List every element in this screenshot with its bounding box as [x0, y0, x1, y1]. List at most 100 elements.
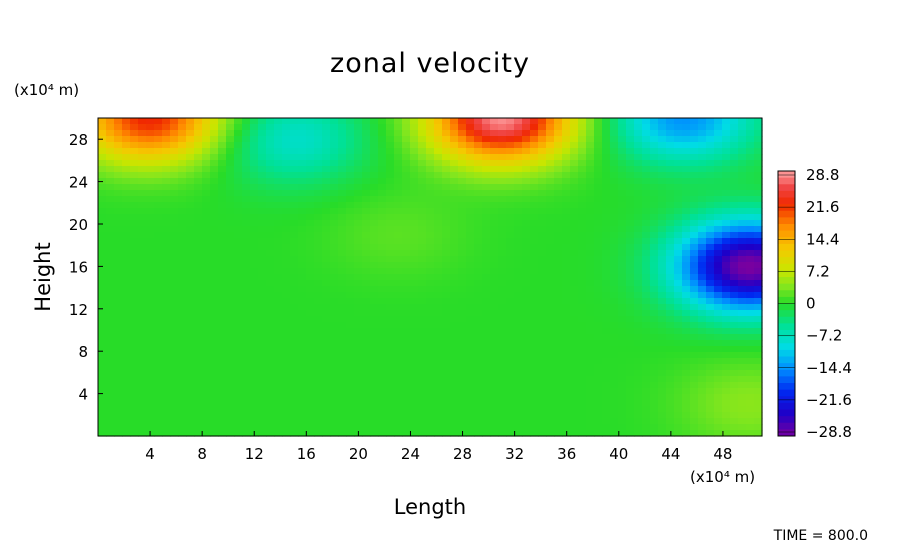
heatmap-cell	[370, 136, 379, 143]
heatmap-cell	[442, 262, 451, 269]
heatmap-cell	[314, 340, 323, 347]
heatmap-cell	[178, 292, 187, 299]
heatmap-cell	[106, 358, 115, 365]
heatmap-cell	[314, 358, 323, 365]
heatmap-cell	[610, 310, 619, 317]
heatmap-cell	[618, 400, 627, 407]
heatmap-cell	[370, 358, 379, 365]
heatmap-cell	[186, 364, 195, 371]
heatmap-cell	[370, 424, 379, 431]
heatmap-cell	[338, 280, 347, 287]
heatmap-cell	[602, 304, 611, 311]
heatmap-cell	[290, 166, 299, 173]
heatmap-cell	[610, 238, 619, 245]
heatmap-cell	[194, 166, 203, 173]
heatmap-cell	[674, 190, 683, 197]
heatmap-cell	[146, 364, 155, 371]
heatmap-cell	[546, 232, 555, 239]
heatmap-cell	[690, 346, 699, 353]
heatmap-cell	[186, 400, 195, 407]
heatmap-cell	[130, 238, 139, 245]
heatmap-cell	[202, 268, 211, 275]
heatmap-cell	[642, 430, 651, 437]
heatmap-cell	[690, 154, 699, 161]
heatmap-cell	[98, 310, 107, 317]
heatmap-cell	[698, 406, 707, 413]
heatmap-cell	[162, 418, 171, 425]
heatmap-cell	[434, 142, 443, 149]
heatmap-cell	[690, 196, 699, 203]
heatmap-cell	[754, 322, 763, 329]
heatmap-cell	[394, 136, 403, 143]
heatmap-cell	[122, 232, 131, 239]
heatmap-cell	[98, 340, 107, 347]
heatmap-cell	[490, 304, 499, 311]
heatmap-cell	[482, 268, 491, 275]
heatmap-cell	[242, 136, 251, 143]
heatmap-cell	[290, 160, 299, 167]
heatmap-cell	[218, 280, 227, 287]
heatmap-cell	[354, 400, 363, 407]
heatmap-cell	[258, 328, 267, 335]
heatmap-cell	[290, 280, 299, 287]
heatmap-cell	[178, 154, 187, 161]
heatmap-cell	[490, 418, 499, 425]
heatmap-cell	[106, 316, 115, 323]
heatmap-cell	[650, 202, 659, 209]
heatmap-cell	[562, 298, 571, 305]
heatmap-cell	[330, 370, 339, 377]
heatmap-cell	[138, 274, 147, 281]
heatmap-cell	[666, 244, 675, 251]
heatmap-cell	[610, 412, 619, 419]
heatmap-cell	[330, 346, 339, 353]
heatmap-cell	[746, 304, 755, 311]
heatmap-cell	[402, 250, 411, 257]
heatmap-cell	[706, 280, 715, 287]
heatmap-cell	[146, 346, 155, 353]
heatmap-cell	[138, 376, 147, 383]
heatmap-cell	[218, 154, 227, 161]
heatmap-cell	[346, 256, 355, 263]
heatmap-cell	[418, 238, 427, 245]
heatmap-cell	[442, 322, 451, 329]
heatmap-cell	[506, 250, 515, 257]
heatmap-cell	[386, 130, 395, 137]
heatmap-cell	[426, 262, 435, 269]
heatmap-cell	[458, 226, 467, 233]
heatmap-cell	[562, 418, 571, 425]
heatmap-cell	[418, 406, 427, 413]
heatmap-cell	[298, 358, 307, 365]
heatmap-cell	[322, 178, 331, 185]
heatmap-cell	[266, 166, 275, 173]
heatmap-cell	[282, 382, 291, 389]
heatmap-cell	[138, 130, 147, 137]
heatmap-cell	[634, 208, 643, 215]
heatmap-cell	[178, 340, 187, 347]
heatmap-cell	[474, 394, 483, 401]
heatmap-cell	[402, 328, 411, 335]
heatmap-cell	[506, 136, 515, 143]
heatmap-cell	[170, 190, 179, 197]
heatmap-cell	[314, 154, 323, 161]
heatmap-cell	[194, 310, 203, 317]
heatmap-cell	[202, 298, 211, 305]
heatmap-cell	[634, 286, 643, 293]
heatmap-cell	[154, 262, 163, 269]
heatmap-cell	[522, 124, 531, 131]
heatmap-cell	[298, 424, 307, 431]
heatmap-cell	[474, 376, 483, 383]
heatmap-cell	[746, 274, 755, 281]
heatmap-cell	[650, 430, 659, 437]
heatmap-cell	[730, 268, 739, 275]
heatmap-cell	[378, 400, 387, 407]
heatmap-cell	[730, 166, 739, 173]
heatmap-cell	[714, 316, 723, 323]
heatmap-cell	[386, 376, 395, 383]
heatmap-cell	[362, 430, 371, 437]
heatmap-cell	[626, 202, 635, 209]
heatmap-cell	[602, 370, 611, 377]
heatmap-cell	[506, 358, 515, 365]
heatmap-cell	[458, 256, 467, 263]
heatmap-cell	[138, 388, 147, 395]
heatmap-cell	[434, 418, 443, 425]
